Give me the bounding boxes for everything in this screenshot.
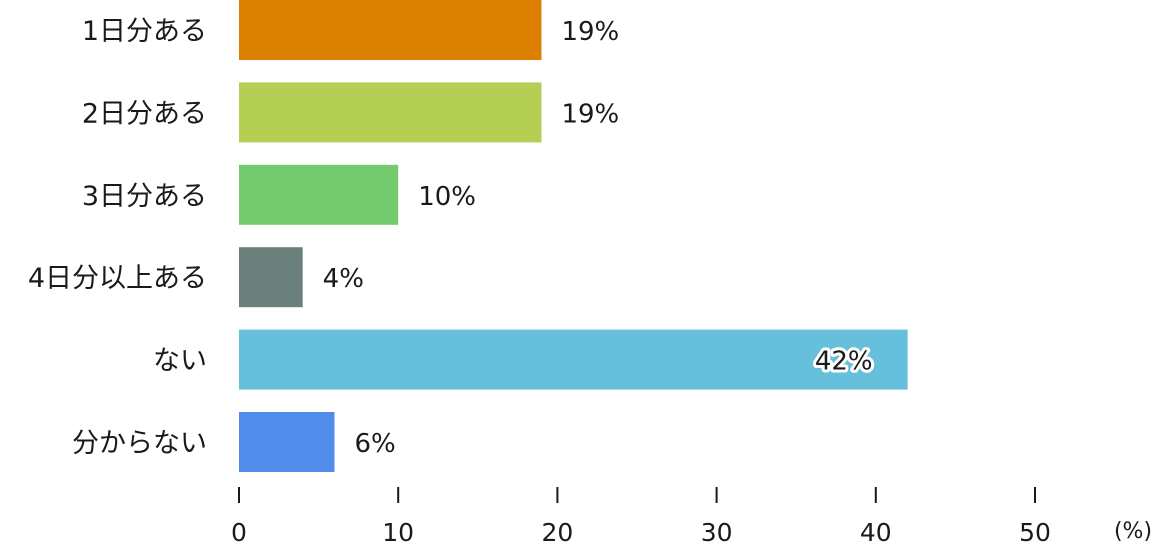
bar <box>239 329 908 390</box>
bar <box>239 0 542 60</box>
value-label: 42% <box>815 347 873 377</box>
value-label: 10% <box>418 182 476 212</box>
x-tick-label: 0 <box>231 518 247 547</box>
value-label: 19% <box>561 99 619 129</box>
category-label: 1日分ある <box>82 16 207 47</box>
x-tick-label: 10 <box>382 518 414 547</box>
category-label: 2日分ある <box>82 98 207 129</box>
bars <box>239 0 908 472</box>
value-label: 4% <box>323 264 364 294</box>
x-axis: 0 10 20 30 40 50 <box>231 487 1051 547</box>
x-tick-label: 30 <box>701 518 733 547</box>
value-label: 19% <box>561 17 619 47</box>
x-tick-label: 20 <box>541 518 573 547</box>
value-labels: 19% 19% 10% 4% 42% 6% <box>323 17 876 459</box>
bar <box>239 82 542 143</box>
x-tick-label: 50 <box>1019 518 1051 547</box>
bar <box>239 164 399 225</box>
category-label: 4日分以上ある <box>28 263 207 294</box>
x-axis-unit-label: (%) <box>1114 519 1152 544</box>
bar <box>239 412 335 472</box>
category-label: 3日分ある <box>82 181 207 212</box>
x-tick-label: 40 <box>860 518 892 547</box>
value-label: 6% <box>355 429 396 459</box>
category-label: ない <box>153 346 207 377</box>
bar <box>239 247 303 308</box>
category-label: 分からない <box>72 428 207 459</box>
